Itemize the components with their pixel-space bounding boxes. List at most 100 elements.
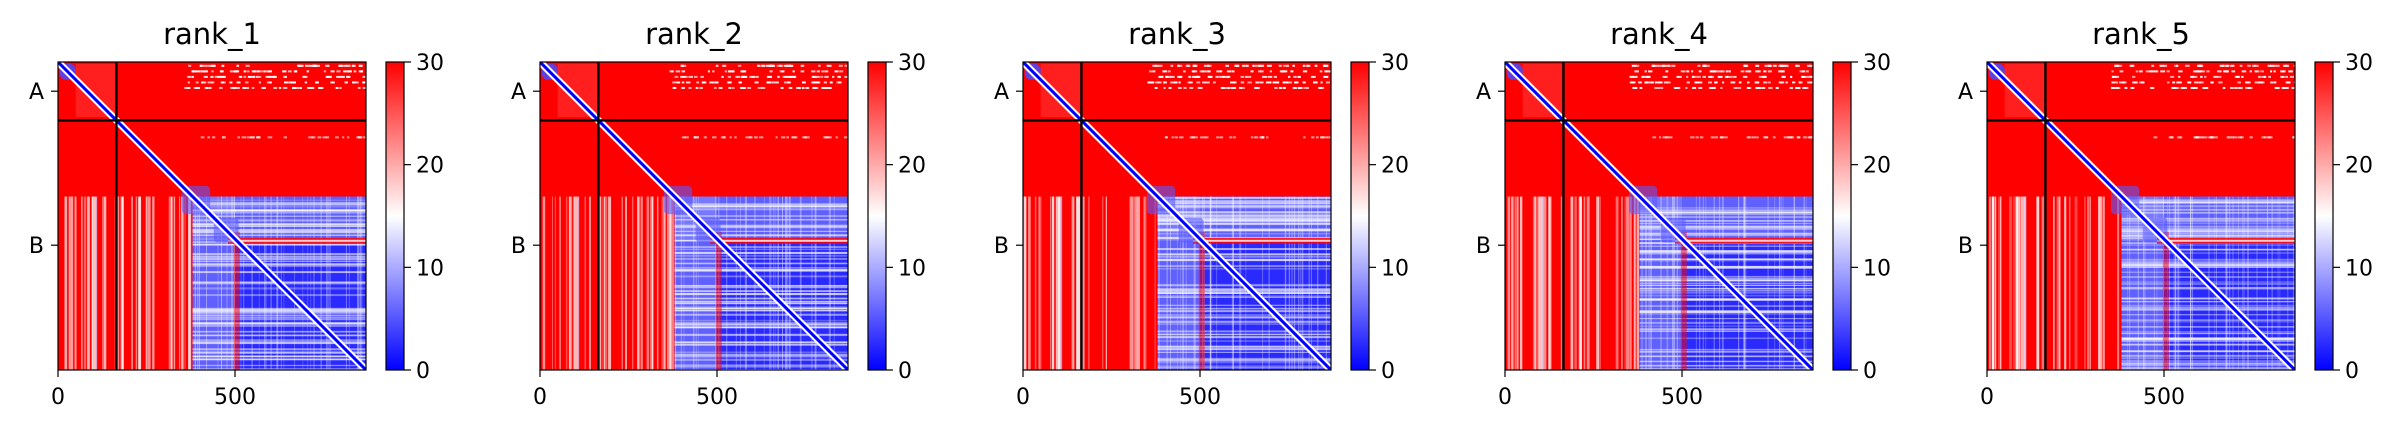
block-bb-streak bbox=[192, 234, 366, 236]
block-bb-vstreak bbox=[2169, 196, 2171, 370]
block-bb-vstreak bbox=[2277, 196, 2279, 370]
ab-dash bbox=[207, 81, 212, 84]
ab-dash bbox=[2289, 75, 2295, 78]
ab-dash bbox=[1789, 86, 1794, 89]
block-bb-streak bbox=[1157, 351, 1331, 353]
ab-dash bbox=[230, 86, 235, 89]
block-bb-streak bbox=[1639, 251, 1813, 253]
block-bb-streak bbox=[674, 203, 848, 206]
ab-dash bbox=[2200, 75, 2203, 78]
ab-dash bbox=[2220, 64, 2224, 67]
ab-dash bbox=[2261, 75, 2266, 78]
block-bb-streak bbox=[1157, 296, 1331, 298]
ab-dash bbox=[1259, 81, 1264, 84]
ab-dash bbox=[2285, 81, 2290, 84]
block-bb-streak bbox=[674, 297, 848, 300]
band-row-center bbox=[1192, 239, 1331, 242]
ab-dash bbox=[2237, 86, 2241, 89]
ab-dash bbox=[213, 64, 216, 67]
block-bb-vstreak bbox=[1310, 196, 1312, 370]
block-bb-streak bbox=[1157, 222, 1331, 225]
ab-dash bbox=[2204, 75, 2207, 78]
ab-dash bbox=[1169, 75, 1175, 78]
block-bb-streak bbox=[1639, 209, 1813, 212]
ab-dash bbox=[1290, 70, 1294, 73]
block-bb-vstreak bbox=[294, 196, 296, 370]
ab-dash bbox=[2197, 136, 2202, 139]
ab-dash bbox=[265, 75, 270, 78]
block-bb-streak bbox=[674, 306, 848, 308]
ab-dash bbox=[843, 136, 848, 139]
block-bb-streak bbox=[192, 339, 366, 342]
ab-dash bbox=[688, 75, 694, 78]
block-bb-streak bbox=[192, 317, 366, 320]
block-bb-streak bbox=[2121, 217, 2295, 220]
ab-dash bbox=[278, 86, 282, 89]
ab-dash bbox=[1201, 70, 1207, 73]
ab-dash bbox=[1222, 75, 1226, 78]
ab-vstreak bbox=[1143, 196, 1145, 370]
ab-dash bbox=[1164, 136, 1168, 139]
block-bb-streak bbox=[674, 325, 848, 327]
ab-dash bbox=[2273, 81, 2277, 84]
ab-dash bbox=[1632, 86, 1638, 89]
colorbar-frame bbox=[2314, 61, 2334, 371]
block-bb-vstreak bbox=[1325, 196, 1327, 370]
ab-vstreak bbox=[608, 196, 612, 370]
ab-dash bbox=[724, 70, 728, 73]
ab-dash bbox=[1673, 86, 1678, 89]
ab-dash bbox=[1178, 136, 1184, 139]
block-bb-streak bbox=[674, 269, 848, 272]
block-bb-streak bbox=[192, 255, 366, 257]
ab-dash bbox=[695, 86, 699, 89]
ab-dash bbox=[2135, 70, 2139, 73]
ab-dash bbox=[1261, 64, 1265, 67]
ab-dash bbox=[1730, 81, 1736, 84]
ab-dash bbox=[1229, 136, 1233, 139]
ab-dash bbox=[746, 86, 752, 89]
ab-dash bbox=[729, 136, 732, 139]
block-bb-streak bbox=[192, 310, 366, 312]
block-bb-streak bbox=[1639, 213, 1813, 216]
ab-dash bbox=[1786, 136, 1789, 139]
ab-dash bbox=[210, 75, 214, 78]
block-bb-streak bbox=[192, 199, 366, 201]
ab-dash bbox=[2239, 64, 2243, 67]
block-bb-vstreak bbox=[1284, 196, 1286, 370]
ab-dash bbox=[837, 75, 840, 78]
block-bb-streak bbox=[674, 230, 848, 233]
ab-dash bbox=[1768, 86, 1773, 89]
ab-dash bbox=[728, 86, 732, 89]
ab-dash bbox=[2202, 86, 2206, 89]
ab-dash bbox=[251, 86, 255, 89]
block-bb-streak bbox=[2121, 229, 2295, 232]
ab-dash bbox=[1220, 86, 1226, 89]
block-bb-streak bbox=[1157, 259, 1331, 261]
ab-dash bbox=[761, 64, 766, 67]
block-bb-vstreak bbox=[815, 196, 817, 370]
block-bb-vstreak bbox=[785, 196, 787, 370]
ab-dash bbox=[1325, 81, 1330, 84]
ab-dash bbox=[688, 86, 692, 89]
plot-frame bbox=[1986, 61, 2296, 371]
ab-vstreak bbox=[1583, 196, 1586, 370]
ab-dash bbox=[187, 75, 192, 78]
ab-dash bbox=[715, 64, 719, 67]
ab-dash bbox=[1257, 70, 1262, 73]
ab-dash bbox=[244, 86, 250, 89]
ab-vstreak bbox=[138, 196, 141, 370]
ab-dash bbox=[731, 86, 735, 89]
panel-title: rank_2 bbox=[645, 17, 743, 51]
block-bb-streak bbox=[2121, 297, 2295, 300]
ab-dash bbox=[2117, 64, 2123, 67]
ab-blueline bbox=[1060, 196, 1063, 370]
block-bb-vstreak bbox=[2129, 196, 2131, 370]
ab-dash bbox=[2263, 75, 2267, 78]
ab-vstreak bbox=[1586, 196, 1590, 370]
block-bb-streak bbox=[674, 322, 848, 324]
ab-dash bbox=[201, 81, 207, 84]
ab-dash bbox=[1666, 64, 1671, 67]
block-bb-vstreak bbox=[2271, 196, 2273, 370]
ab-dash bbox=[2204, 86, 2208, 89]
block-bb-streak bbox=[1157, 202, 1331, 205]
